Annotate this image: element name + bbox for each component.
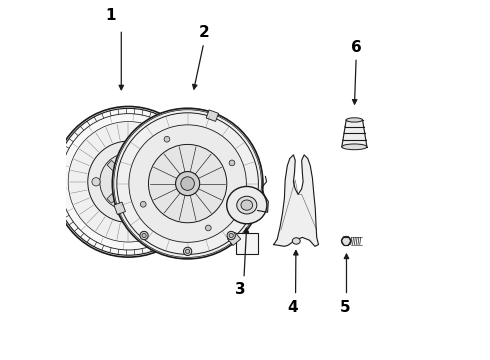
Circle shape (205, 225, 211, 231)
Circle shape (142, 233, 146, 238)
Text: 2: 2 (198, 26, 209, 40)
Circle shape (186, 249, 190, 253)
Circle shape (229, 160, 235, 166)
Bar (227, 233, 241, 246)
Text: 6: 6 (351, 40, 362, 55)
Ellipse shape (346, 118, 363, 122)
Circle shape (342, 236, 351, 246)
Text: 4: 4 (287, 300, 297, 315)
Circle shape (157, 177, 165, 186)
Circle shape (181, 177, 195, 190)
Polygon shape (274, 155, 318, 246)
Circle shape (123, 176, 134, 187)
Circle shape (227, 231, 235, 240)
Circle shape (100, 153, 157, 210)
Ellipse shape (342, 144, 367, 150)
Circle shape (118, 171, 139, 192)
Text: 3: 3 (235, 282, 245, 297)
Text: 5: 5 (340, 300, 350, 315)
Bar (107, 160, 118, 171)
Text: 1: 1 (105, 8, 116, 23)
Circle shape (124, 210, 133, 218)
Ellipse shape (241, 200, 253, 210)
Circle shape (53, 107, 204, 257)
Circle shape (124, 145, 133, 154)
Circle shape (229, 233, 233, 238)
Circle shape (92, 177, 100, 186)
Polygon shape (342, 120, 367, 147)
Circle shape (140, 231, 148, 240)
Circle shape (183, 247, 192, 256)
Ellipse shape (237, 196, 257, 214)
Bar (139, 160, 150, 171)
Bar (107, 192, 118, 203)
Ellipse shape (293, 238, 300, 244)
Bar (206, 110, 219, 121)
Bar (114, 202, 125, 215)
Circle shape (112, 108, 263, 259)
Circle shape (148, 144, 227, 223)
Circle shape (175, 171, 199, 195)
Bar (236, 233, 258, 254)
Circle shape (164, 136, 170, 142)
Bar (139, 192, 150, 203)
Circle shape (88, 141, 169, 222)
Circle shape (129, 125, 246, 242)
Ellipse shape (227, 186, 267, 224)
Circle shape (141, 201, 146, 207)
Circle shape (68, 122, 189, 242)
